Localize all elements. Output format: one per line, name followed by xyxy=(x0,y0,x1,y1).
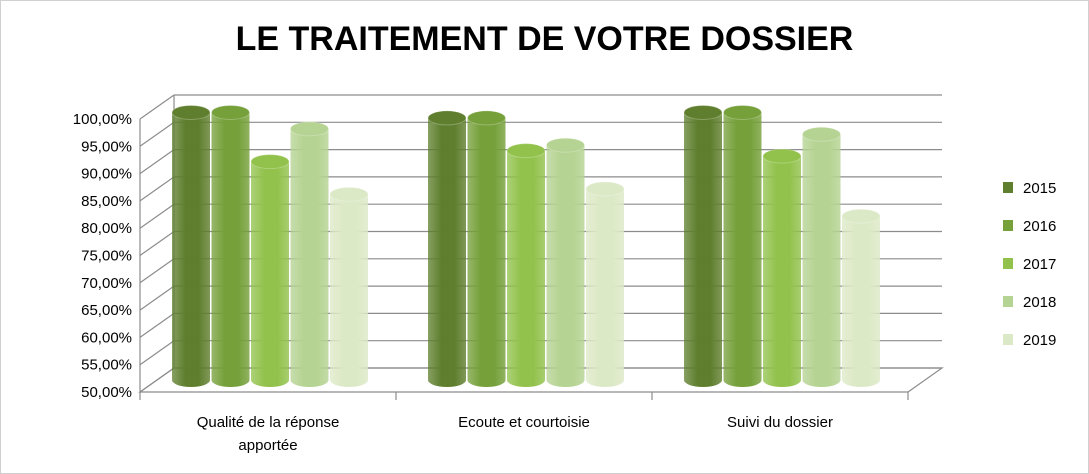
bar-body xyxy=(467,117,506,388)
legend-label: 2019 xyxy=(1023,332,1056,349)
bar-body xyxy=(802,134,841,388)
bar-body xyxy=(251,161,289,387)
bar xyxy=(467,110,506,388)
bar xyxy=(250,154,290,387)
y-tick-label: 100,00% xyxy=(73,111,132,128)
side-gridline xyxy=(139,340,175,366)
bar xyxy=(427,110,467,388)
y-tick-label: 95,00% xyxy=(81,138,132,155)
side-gridline xyxy=(139,149,175,175)
bar-top xyxy=(290,121,329,137)
legend-swatch xyxy=(1003,182,1013,193)
chart-title: LE TRAITEMENT DE VOTRE DOSSIER xyxy=(235,20,854,58)
y-tick-label: 85,00% xyxy=(81,193,132,210)
legend-label: 2018 xyxy=(1023,294,1056,311)
y-tick-label: 55,00% xyxy=(81,357,132,374)
legend-swatch xyxy=(1003,334,1013,345)
bar-body xyxy=(763,156,801,387)
y-tick-label: 80,00% xyxy=(81,220,132,237)
y-tick-label: 70,00% xyxy=(81,275,132,292)
bar xyxy=(723,104,762,388)
bar-body xyxy=(507,150,545,387)
legend-swatch xyxy=(1003,220,1013,231)
y-tick-label: 90,00% xyxy=(81,166,132,183)
y-tick-label: 65,00% xyxy=(81,302,132,319)
legend: 2015 2016 2017 2018 2019 xyxy=(1003,180,1056,349)
y-tick-label: 60,00% xyxy=(81,329,132,346)
bar xyxy=(546,137,585,388)
bar-body xyxy=(723,112,762,388)
bar-body xyxy=(546,145,585,388)
bar-top xyxy=(683,104,723,120)
side-gridline xyxy=(139,285,175,311)
x-tick-label: Ecoute et courtoisie xyxy=(458,414,590,431)
bar-top xyxy=(427,110,467,126)
y-tick-label: 75,00% xyxy=(81,248,132,265)
legend-label: 2017 xyxy=(1023,256,1056,273)
side-gridline xyxy=(139,94,175,120)
side-gridline xyxy=(139,312,175,338)
y-tick-label: 50,00% xyxy=(81,384,132,401)
x-tick-label: Qualité de la réponse xyxy=(197,414,340,431)
side-gridline xyxy=(139,176,175,202)
bar xyxy=(329,186,369,387)
bar-top xyxy=(467,110,506,126)
bar xyxy=(211,104,250,388)
bar xyxy=(683,104,723,388)
side-gridline xyxy=(139,258,175,284)
bar-top xyxy=(250,154,290,170)
legend-swatch xyxy=(1003,296,1013,307)
bar-top xyxy=(211,104,250,120)
bar-top xyxy=(329,186,369,202)
side-gridline xyxy=(139,203,175,229)
bar-top xyxy=(546,137,585,153)
bar xyxy=(841,208,881,387)
bar-top xyxy=(506,143,546,159)
bar-top xyxy=(171,104,211,120)
bar-body xyxy=(684,112,722,388)
legend-swatch xyxy=(1003,258,1013,269)
bar xyxy=(585,181,625,387)
bars-layer xyxy=(171,104,881,388)
side-gridline xyxy=(139,231,175,256)
bar-top xyxy=(762,148,802,164)
bar-top xyxy=(585,181,625,197)
bar xyxy=(506,143,546,387)
legend-label: 2015 xyxy=(1023,180,1056,197)
side-gridline xyxy=(139,121,175,147)
x-tick-label: Suivi du dossier xyxy=(727,414,833,431)
bar-body xyxy=(211,112,250,388)
bar-body xyxy=(586,188,624,387)
bar xyxy=(171,104,211,388)
bar-body xyxy=(290,128,329,388)
bar-body xyxy=(842,216,880,387)
x-tick-label: apportée xyxy=(238,437,297,454)
bar xyxy=(762,148,802,387)
bar-top xyxy=(841,208,881,224)
bar-body xyxy=(428,117,466,388)
bar xyxy=(290,121,329,388)
bar-top xyxy=(723,104,762,120)
bar xyxy=(802,126,841,388)
bar-body xyxy=(172,112,210,388)
labels-layer: 50,00% 55,00% 60,00% 65,00% 70,00% 75,00% 80,0… xyxy=(73,111,833,454)
bar-body xyxy=(330,194,368,387)
bar-top xyxy=(802,126,841,142)
legend-label: 2016 xyxy=(1023,218,1056,235)
